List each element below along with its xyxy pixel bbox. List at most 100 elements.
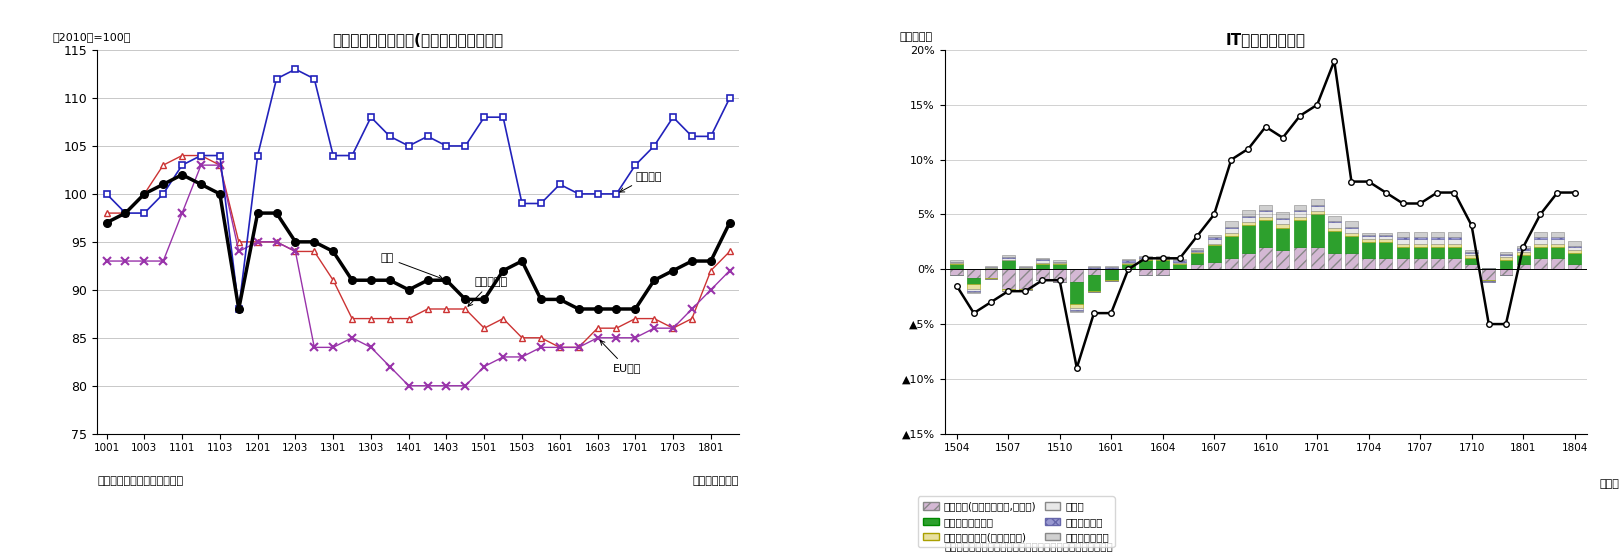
Bar [1242,253,1255,269]
Bar [1397,232,1410,237]
Bar [1328,216,1341,221]
Bar [1276,212,1289,218]
Bar [1140,257,1151,259]
Bar [967,278,979,284]
Bar [1140,260,1151,261]
Bar [1328,227,1341,231]
Bar [1551,239,1564,244]
Bar [1190,252,1203,253]
Text: （2010年=100）: （2010年=100） [52,32,131,42]
Bar [967,289,979,291]
Bar [1002,289,1015,291]
Bar [1447,244,1460,247]
Bar [1569,246,1582,247]
Bar [1397,244,1410,247]
Bar [1294,211,1307,217]
Bar [1431,259,1444,269]
Bar [1397,247,1410,259]
Bar [1088,269,1101,275]
Bar [1533,239,1546,244]
Bar [1328,231,1341,253]
Bar [1208,237,1221,239]
Bar [1465,264,1478,269]
Bar [1226,221,1237,226]
Bar [1208,235,1221,237]
Bar [1499,261,1512,269]
Bar [1174,260,1187,261]
Bar [1276,224,1289,227]
Bar [1345,253,1358,269]
Bar [1345,221,1358,226]
Title: IT関連輸出の推移: IT関連輸出の推移 [1226,32,1305,47]
Bar [1226,226,1237,227]
Bar [1208,245,1221,261]
Bar [1413,237,1426,239]
Bar [1517,250,1530,252]
Bar [1362,242,1375,259]
Text: EU向け: EU向け [601,341,641,373]
Bar [1413,232,1426,237]
Bar [1483,280,1496,281]
Bar [1413,239,1426,244]
Bar [1447,259,1460,269]
Bar [1569,253,1582,264]
Bar [1036,262,1049,264]
Bar [1260,210,1273,211]
Bar [1088,267,1101,268]
Bar [1276,219,1289,224]
Bar [1379,235,1392,236]
Bar [1276,218,1289,219]
Bar [1431,247,1444,259]
Bar [1345,227,1358,233]
Bar [1242,225,1255,253]
Bar [1122,262,1135,264]
Bar [1379,236,1392,239]
Bar [1569,264,1582,269]
Bar [1140,256,1151,257]
Bar [967,291,979,292]
Bar [1226,236,1237,259]
Bar [1328,253,1341,269]
Bar [1431,237,1444,239]
Bar [1362,236,1375,239]
Bar [950,262,963,264]
Bar [1413,244,1426,247]
Bar [1156,269,1169,275]
Bar [1208,261,1221,269]
Bar [1190,249,1203,250]
Bar [1483,281,1496,282]
Bar [1483,268,1496,269]
Bar [1036,269,1049,280]
Bar [1447,232,1460,237]
Bar [1140,261,1151,269]
Bar [1431,239,1444,244]
Bar [1431,244,1444,247]
Bar [1328,221,1341,222]
Bar [1018,269,1031,289]
Bar [1294,205,1307,210]
Text: 米国向け: 米国向け [620,171,662,192]
Bar [1569,241,1582,246]
Bar [1088,268,1101,269]
Bar [1104,267,1117,268]
Bar [1226,227,1237,233]
Bar [1483,269,1496,280]
Bar [1070,304,1083,307]
Bar [1517,246,1530,249]
Bar [1311,215,1324,247]
Bar [1499,254,1512,255]
Bar [967,292,979,294]
Bar [1465,252,1478,253]
Bar [1260,247,1273,269]
Bar [1242,217,1255,222]
Text: （前年比）: （前年比） [900,32,933,42]
Bar [1156,259,1169,260]
Bar [1499,255,1512,257]
Bar [1413,247,1426,259]
Bar [967,284,979,289]
Bar [1345,226,1358,227]
Bar [1551,259,1564,269]
Bar [1397,259,1410,269]
Bar [1036,259,1049,260]
Bar [1104,268,1117,269]
